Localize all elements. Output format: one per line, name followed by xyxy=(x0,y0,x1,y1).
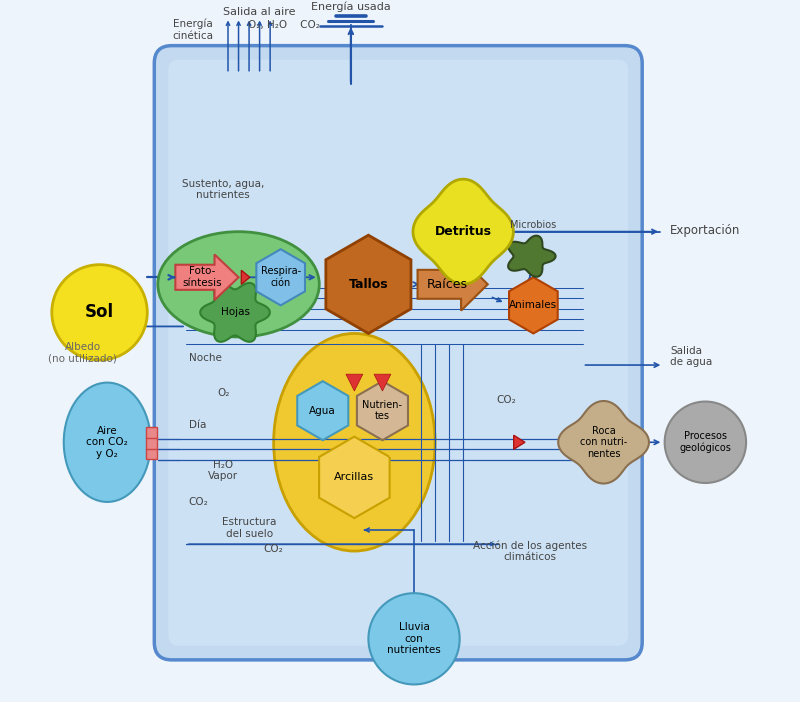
FancyBboxPatch shape xyxy=(146,437,157,449)
Polygon shape xyxy=(242,270,250,284)
Text: Energía
cinética: Energía cinética xyxy=(173,18,214,41)
Text: Lluvia
con
nutrientes: Lluvia con nutrientes xyxy=(387,622,441,656)
Text: Noche: Noche xyxy=(190,353,222,363)
FancyBboxPatch shape xyxy=(154,46,642,660)
Text: Raíces: Raíces xyxy=(427,278,468,291)
Polygon shape xyxy=(418,258,488,310)
Polygon shape xyxy=(374,374,391,391)
Polygon shape xyxy=(514,435,525,449)
Polygon shape xyxy=(509,277,558,333)
Polygon shape xyxy=(175,255,238,300)
Text: Hojas: Hojas xyxy=(221,307,250,317)
Circle shape xyxy=(665,402,746,483)
Polygon shape xyxy=(558,401,649,484)
Text: Animales: Animales xyxy=(510,300,558,310)
Text: Tallos: Tallos xyxy=(349,278,388,291)
Ellipse shape xyxy=(64,383,150,502)
Polygon shape xyxy=(326,235,411,333)
Text: Microbios: Microbios xyxy=(510,220,557,230)
Text: Aire
con CO₂
y O₂: Aire con CO₂ y O₂ xyxy=(86,425,128,459)
Text: Sustento, agua,
nutrientes: Sustento, agua, nutrientes xyxy=(182,179,264,200)
Polygon shape xyxy=(256,249,305,305)
Text: O₂, H₂O    CO₂: O₂, H₂O CO₂ xyxy=(248,20,320,30)
Polygon shape xyxy=(346,374,362,391)
Text: H₂O
Vapor: H₂O Vapor xyxy=(208,460,238,481)
Polygon shape xyxy=(200,283,270,342)
Text: Detritus: Detritus xyxy=(434,225,492,238)
Polygon shape xyxy=(413,179,514,284)
Text: CO₂: CO₂ xyxy=(264,544,283,554)
Text: Energía usada: Energía usada xyxy=(311,2,390,12)
Text: Exportación: Exportación xyxy=(670,224,741,237)
Text: CO₂: CO₂ xyxy=(497,395,517,405)
Text: Arcillas: Arcillas xyxy=(334,472,374,482)
Text: Foto-
síntesis: Foto- síntesis xyxy=(182,267,222,288)
Circle shape xyxy=(52,265,147,360)
Text: Acción de los agentes
climáticos: Acción de los agentes climáticos xyxy=(473,540,587,562)
FancyBboxPatch shape xyxy=(146,448,157,459)
Text: Roca
con nutri-
nentes: Roca con nutri- nentes xyxy=(580,425,627,459)
Polygon shape xyxy=(319,437,390,518)
Circle shape xyxy=(369,593,460,684)
Text: Nutrien-
tes: Nutrien- tes xyxy=(362,400,402,421)
Text: Respira-
ción: Respira- ción xyxy=(261,267,301,288)
FancyBboxPatch shape xyxy=(146,427,157,438)
Polygon shape xyxy=(357,381,408,440)
Ellipse shape xyxy=(274,333,435,551)
Text: Sol: Sol xyxy=(85,303,114,322)
Text: CO₂: CO₂ xyxy=(188,497,208,507)
Text: Salida
de agua: Salida de agua xyxy=(670,346,713,367)
Ellipse shape xyxy=(158,232,319,337)
Polygon shape xyxy=(508,236,555,277)
Polygon shape xyxy=(298,381,348,440)
Text: Albedo
(no utilizado): Albedo (no utilizado) xyxy=(48,342,117,363)
Text: Procesos
geológicos: Procesos geológicos xyxy=(679,431,731,453)
FancyBboxPatch shape xyxy=(168,60,628,646)
Text: O₂: O₂ xyxy=(217,388,230,398)
Text: Estructura
del suelo: Estructura del suelo xyxy=(222,517,276,538)
Text: Día: Día xyxy=(190,420,206,430)
Text: Salida al aire: Salida al aire xyxy=(223,7,296,17)
Text: Agua: Agua xyxy=(310,406,336,416)
